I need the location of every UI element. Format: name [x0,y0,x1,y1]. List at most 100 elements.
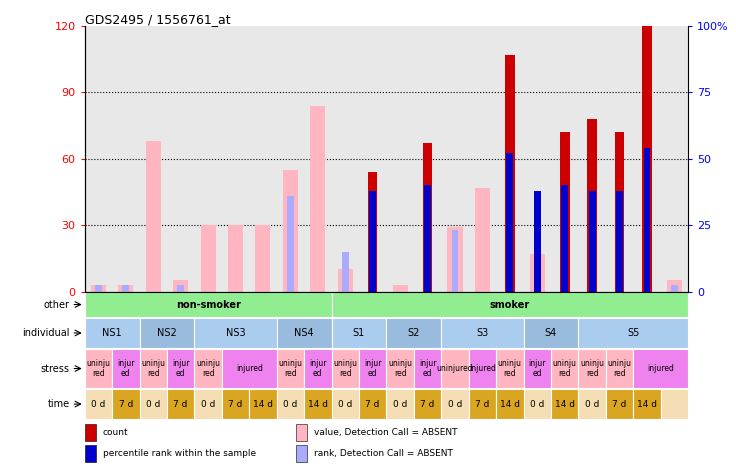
Bar [523,389,551,419]
Text: uninju
red: uninju red [388,359,412,378]
Text: injur
ed: injur ed [309,359,327,378]
Bar [112,389,140,419]
Text: NS1: NS1 [102,328,122,338]
Text: 14 d: 14 d [253,400,273,409]
Bar [95,285,102,292]
Bar [283,170,298,292]
Text: 0 d: 0 d [585,400,599,409]
Bar [551,349,578,388]
Bar [606,349,633,388]
Text: 7 d: 7 d [366,400,380,409]
Text: uninjured: uninjured [436,364,473,373]
Text: individual: individual [22,328,69,338]
Text: GDS2495 / 1556761_at: GDS2495 / 1556761_at [85,13,230,26]
Bar [331,389,359,419]
Bar [85,446,96,463]
Bar [523,318,578,348]
Bar [167,389,194,419]
Bar [200,225,216,292]
Bar [667,281,682,292]
Text: 0 d: 0 d [530,400,545,409]
Text: uninju
red: uninju red [608,359,631,378]
Text: 14 d: 14 d [637,400,657,409]
Bar [414,349,442,388]
Bar [615,132,624,292]
Bar [424,185,431,292]
Bar [173,281,188,292]
Bar [255,225,271,292]
Bar [368,172,378,292]
Bar [304,349,331,388]
Bar [530,254,545,292]
Bar [331,292,688,317]
Bar [661,389,688,419]
Text: 0 d: 0 d [338,400,353,409]
Text: 0 d: 0 d [201,400,215,409]
Bar [578,389,606,419]
Bar [277,389,304,419]
Text: injured: injured [469,364,496,373]
Text: 14 d: 14 d [308,400,328,409]
Bar [469,349,496,388]
Bar [587,119,597,292]
Bar [578,349,606,388]
Bar [560,132,570,292]
Text: uninju
red: uninju red [498,359,522,378]
Text: injur
ed: injur ed [419,359,436,378]
Text: 0 d: 0 d [283,400,297,409]
Text: 7 d: 7 d [228,400,243,409]
Bar [369,285,376,292]
Text: NS2: NS2 [157,328,177,338]
Bar [140,389,167,419]
Bar [296,446,307,463]
Text: NS4: NS4 [294,328,314,338]
Text: injured: injured [236,364,263,373]
Bar [671,285,678,292]
Bar [146,141,160,292]
Text: S2: S2 [408,328,420,338]
Bar [85,318,140,348]
Bar [643,148,651,292]
Bar [589,191,595,292]
Text: S1: S1 [353,328,365,338]
Text: 7 d: 7 d [612,400,627,409]
Bar [277,349,304,388]
Bar [506,154,513,292]
Bar [386,318,442,348]
Text: uninju
red: uninju red [333,359,357,378]
Bar [562,185,568,292]
Bar [287,196,294,292]
Bar [551,389,578,419]
Bar [140,349,167,388]
Bar [496,389,523,419]
Bar [342,252,349,292]
Bar [85,349,112,388]
Text: 0 d: 0 d [393,400,407,409]
Bar [475,188,490,292]
Text: uninju
red: uninju red [580,359,604,378]
Text: smoker: smoker [489,300,530,310]
Bar [331,318,386,348]
Bar [194,349,222,388]
Bar [304,389,331,419]
Bar [167,349,194,388]
Text: 7 d: 7 d [118,400,133,409]
Bar [414,389,442,419]
Bar [616,191,623,292]
Text: 14 d: 14 d [555,400,575,409]
Bar [606,389,633,419]
Bar [505,55,514,292]
Bar [296,424,307,441]
Text: 7 d: 7 d [475,400,489,409]
Bar [194,389,222,419]
Bar [469,389,496,419]
Bar [338,269,353,292]
Text: non-smoker: non-smoker [176,300,241,310]
Bar [359,389,386,419]
Text: 0 d: 0 d [146,400,160,409]
Text: S4: S4 [545,328,557,338]
Bar [140,318,194,348]
Text: 14 d: 14 d [500,400,520,409]
Bar [222,389,250,419]
Text: 0 d: 0 d [91,400,105,409]
